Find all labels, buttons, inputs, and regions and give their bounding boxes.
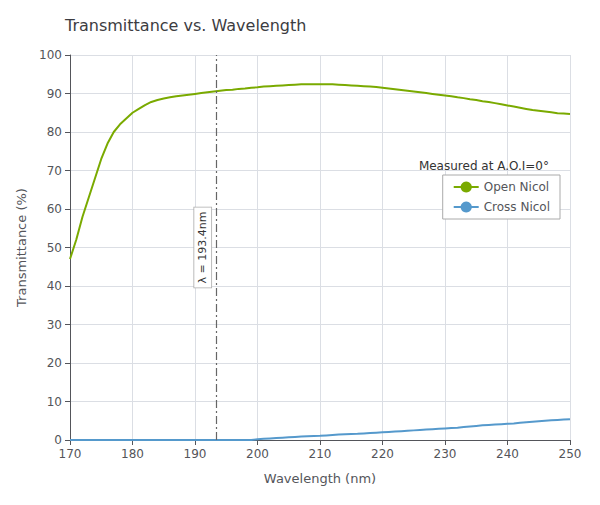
svg-text:210: 210 <box>309 447 332 461</box>
svg-text:0: 0 <box>54 433 62 447</box>
svg-text:190: 190 <box>184 447 207 461</box>
svg-text:Cross Nicol: Cross Nicol <box>484 200 550 214</box>
svg-text:70: 70 <box>47 164 62 178</box>
svg-text:220: 220 <box>371 447 394 461</box>
svg-text:200: 200 <box>246 447 269 461</box>
svg-text:Transmittance (%): Transmittance (%) <box>14 188 29 308</box>
svg-text:Transmittance vs. Wavelength: Transmittance vs. Wavelength <box>64 16 306 35</box>
svg-text:170: 170 <box>59 447 82 461</box>
svg-text:20: 20 <box>47 356 62 370</box>
svg-text:50: 50 <box>47 241 62 255</box>
svg-text:80: 80 <box>47 125 62 139</box>
svg-text:Open Nicol: Open Nicol <box>484 180 549 194</box>
svg-text:40: 40 <box>47 279 62 293</box>
svg-text:10: 10 <box>47 395 62 409</box>
svg-text:60: 60 <box>47 202 62 216</box>
svg-text:Measured at A.O.I=0°: Measured at A.O.I=0° <box>419 159 549 173</box>
svg-text:250: 250 <box>559 447 582 461</box>
svg-text:180: 180 <box>121 447 144 461</box>
svg-text:30: 30 <box>47 318 62 332</box>
svg-text:100: 100 <box>39 48 62 62</box>
svg-text:240: 240 <box>496 447 519 461</box>
svg-text:90: 90 <box>47 87 62 101</box>
svg-text:λ = 193.4nm: λ = 193.4nm <box>196 212 209 284</box>
svg-text:Wavelength (nm): Wavelength (nm) <box>264 471 376 486</box>
svg-text:230: 230 <box>434 447 457 461</box>
